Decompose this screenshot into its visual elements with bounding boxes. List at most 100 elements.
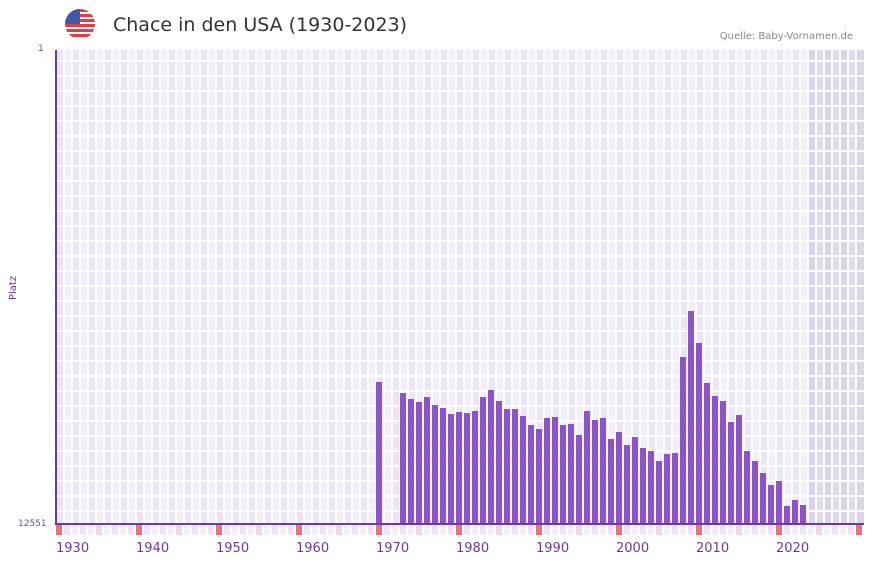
- bar-2015[interactable]: [736, 415, 742, 524]
- bar-1996[interactable]: [584, 411, 590, 524]
- grid-column-shade: [712, 50, 720, 524]
- grid-line-vertical: [343, 50, 345, 524]
- bar-1991[interactable]: [544, 418, 550, 524]
- grid-line-vertical: [359, 50, 361, 524]
- bar-2005[interactable]: [656, 461, 662, 524]
- bar-2007[interactable]: [672, 453, 678, 524]
- bar-2018[interactable]: [760, 473, 766, 524]
- bar-2006[interactable]: [664, 454, 670, 524]
- grid-line-horizontal: [56, 180, 864, 182]
- bar-2020[interactable]: [776, 481, 782, 524]
- grid-column-shade: [344, 50, 352, 524]
- bar-1982[interactable]: [472, 411, 478, 524]
- bar-2002[interactable]: [632, 437, 638, 524]
- x-axis-label-2020: 2020: [776, 541, 810, 556]
- bar-1989[interactable]: [528, 425, 534, 524]
- bar-1993[interactable]: [560, 425, 566, 524]
- grid-line-vertical: [767, 50, 769, 524]
- x-axis-year-marker: [264, 525, 270, 535]
- bar-1974[interactable]: [408, 399, 414, 524]
- bar-1981[interactable]: [464, 413, 470, 524]
- bar-2023[interactable]: [800, 505, 806, 524]
- grid-column-shade: [392, 50, 400, 524]
- bar-1998[interactable]: [600, 418, 606, 524]
- bar-1970[interactable]: [376, 382, 382, 524]
- bar-1976[interactable]: [424, 397, 430, 524]
- grid-line-vertical: [791, 50, 793, 524]
- grid-column-shade: [584, 50, 592, 524]
- grid-line-horizontal: [56, 105, 864, 107]
- grid-line-vertical: [815, 50, 817, 524]
- bar-2009[interactable]: [688, 311, 694, 524]
- bar-1983[interactable]: [480, 397, 486, 524]
- grid-column-shade: [824, 50, 832, 524]
- bar-1990[interactable]: [536, 429, 542, 524]
- grid-line-vertical: [183, 50, 185, 524]
- x-axis-year-marker: [736, 525, 742, 535]
- grid-column-shade: [216, 50, 224, 524]
- future-years-shade: [808, 50, 864, 524]
- bar-2012[interactable]: [712, 396, 718, 524]
- bar-2016[interactable]: [744, 451, 750, 524]
- bar-1985[interactable]: [496, 401, 502, 524]
- bar-1997[interactable]: [592, 420, 598, 524]
- bar-2010[interactable]: [696, 343, 702, 524]
- grid-column-shade: [600, 50, 608, 524]
- x-axis-year-marker: [248, 525, 254, 535]
- grid-line-vertical: [391, 50, 393, 524]
- bar-2014[interactable]: [728, 422, 734, 524]
- x-axis-year-marker: [296, 525, 302, 535]
- bar-1979[interactable]: [448, 414, 454, 524]
- x-axis-label-1930: 1930: [56, 541, 90, 556]
- bar-1994[interactable]: [568, 424, 574, 524]
- bar-1980[interactable]: [456, 412, 462, 524]
- bar-1992[interactable]: [552, 417, 558, 524]
- bar-2001[interactable]: [624, 445, 630, 524]
- bar-1987[interactable]: [512, 409, 518, 524]
- bar-2000[interactable]: [616, 432, 622, 524]
- x-axis-year-marker: [560, 525, 566, 535]
- bar-2021[interactable]: [784, 506, 790, 524]
- grid-column-shade: [88, 50, 96, 524]
- bar-1995[interactable]: [576, 435, 582, 524]
- x-axis-year-marker: [152, 525, 158, 535]
- grid-line-vertical: [407, 50, 409, 524]
- bar-1977[interactable]: [432, 405, 438, 524]
- bar-2008[interactable]: [680, 357, 686, 524]
- bar-1999[interactable]: [608, 439, 614, 524]
- grid-line-vertical: [687, 50, 689, 524]
- bar-1973[interactable]: [400, 393, 406, 524]
- x-axis-year-marker: [200, 525, 206, 535]
- bar-2019[interactable]: [768, 485, 774, 524]
- grid-line-vertical: [511, 50, 513, 524]
- bar-2004[interactable]: [648, 451, 654, 524]
- bar-2011[interactable]: [704, 383, 710, 524]
- grid-line-vertical: [271, 50, 273, 524]
- x-axis-year-marker: [424, 525, 430, 535]
- bar-1978[interactable]: [440, 408, 446, 524]
- x-axis-year-marker: [72, 525, 78, 535]
- x-axis-line: [55, 523, 864, 525]
- x-axis-label-1970: 1970: [376, 541, 410, 556]
- grid-line-vertical: [735, 50, 737, 524]
- bar-1975[interactable]: [416, 402, 422, 524]
- x-axis-year-marker: [144, 525, 150, 535]
- bar-2022[interactable]: [792, 500, 798, 524]
- bar-2017[interactable]: [752, 461, 758, 524]
- bar-2013[interactable]: [720, 401, 726, 524]
- grid-line-horizontal: [56, 135, 864, 137]
- grid-line-vertical: [111, 50, 113, 524]
- grid-column-shade: [744, 50, 752, 524]
- bar-1988[interactable]: [520, 416, 526, 524]
- x-axis-year-marker: [840, 525, 846, 535]
- bar-1986[interactable]: [504, 409, 510, 524]
- bar-1984[interactable]: [488, 390, 494, 524]
- grid-line-vertical: [567, 50, 569, 524]
- x-axis-year-marker: [832, 525, 838, 535]
- grid-column-shade: [360, 50, 368, 524]
- grid-line-vertical: [639, 50, 641, 524]
- bar-2003[interactable]: [640, 448, 646, 524]
- grid-line-vertical: [495, 50, 497, 524]
- grid-line-vertical: [783, 50, 785, 524]
- grid-line-vertical: [295, 50, 297, 524]
